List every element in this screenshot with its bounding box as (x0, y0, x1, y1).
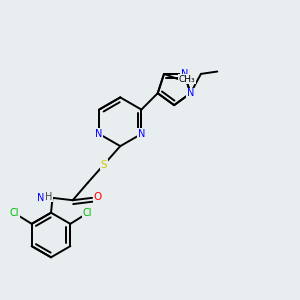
Text: N: N (181, 69, 188, 79)
Text: Cl: Cl (10, 208, 19, 218)
Text: O: O (93, 192, 101, 202)
Text: N: N (138, 129, 145, 139)
Text: CH₃: CH₃ (178, 75, 195, 84)
Text: S: S (100, 160, 107, 170)
Text: H: H (45, 192, 52, 202)
Text: Cl: Cl (83, 208, 92, 218)
Text: N: N (95, 129, 103, 139)
Text: N: N (187, 88, 194, 98)
Text: N: N (38, 193, 45, 202)
